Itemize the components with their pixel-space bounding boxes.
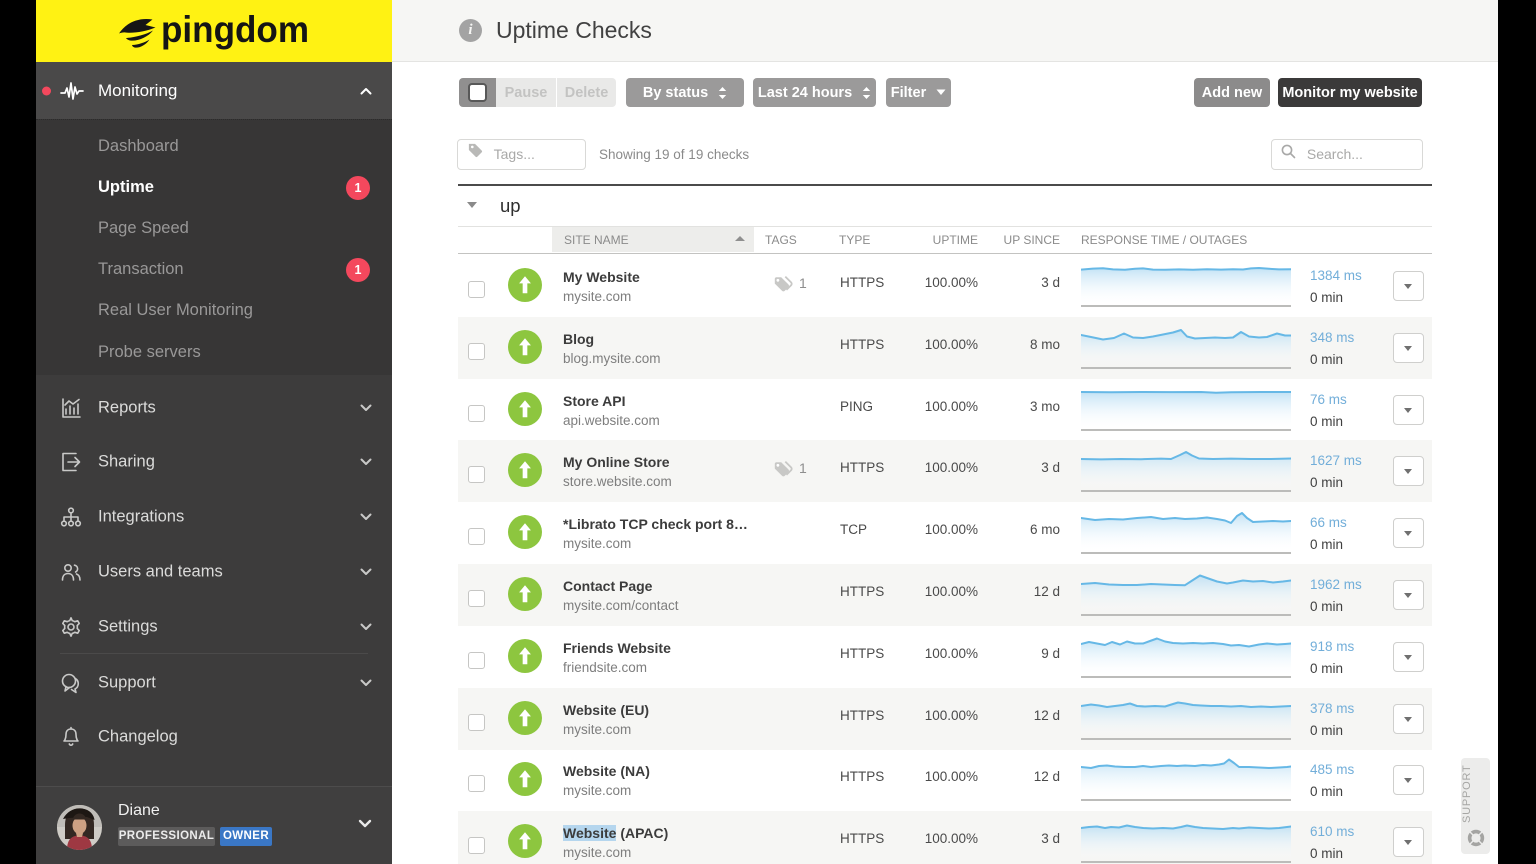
svg-text:pingdom: pingdom	[161, 9, 309, 50]
